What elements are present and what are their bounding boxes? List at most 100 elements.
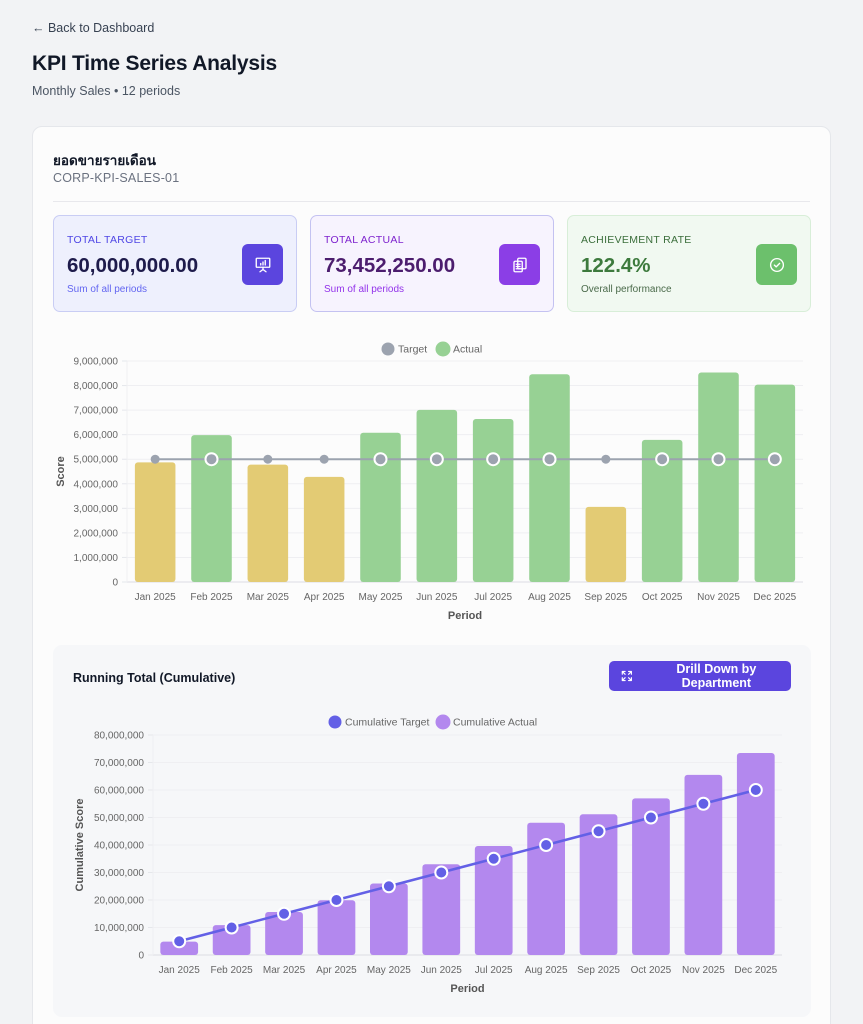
page-subtitle: Monthly Sales • 12 periods: [32, 84, 181, 98]
stat-hint: Overall performance: [581, 284, 672, 295]
x-tick-label: Oct 2025: [631, 965, 672, 976]
point-cumulative-target: [224, 920, 239, 935]
back-to-dashboard-link[interactable]: ← Back to Dashboard: [32, 21, 155, 35]
x-tick-label: Jun 2025: [421, 965, 463, 976]
x-tick-label: May 2025: [367, 965, 411, 976]
x-tick-label: Dec 2025: [734, 965, 777, 976]
bar-actual: [416, 409, 458, 582]
kpi-code: CORP-KPI-SALES-01: [53, 171, 180, 185]
cumulative-chart: 0 10,000,000 20,000,000 30,000,000 40,000,00…: [74, 714, 782, 995]
stat-value: 122.4%: [581, 254, 651, 277]
y-tick-label: 70,000,000: [94, 758, 144, 769]
x-tick-label: Sep 2025: [577, 965, 620, 976]
y-tick-label: 7,000,000: [74, 406, 119, 417]
point-cumulative-target: [277, 906, 292, 921]
bar-cumulative-actual: [527, 822, 565, 955]
x-tick-label: Dec 2025: [753, 592, 796, 603]
divider: [53, 201, 810, 202]
x-tick-label: Nov 2025: [697, 592, 740, 603]
stat-hint: Sum of all periods: [67, 284, 148, 295]
legend-label: Cumulative Actual: [453, 717, 537, 729]
x-tick-label: Feb 2025: [190, 592, 233, 603]
bar-cumulative-actual: [370, 883, 408, 955]
drill-down-button[interactable]: Drill Down by Department: [609, 661, 791, 691]
x-tick-label: Jul 2025: [475, 965, 513, 976]
legend-swatch: [381, 342, 395, 356]
x-axis-title: Period: [450, 983, 484, 995]
x-tick-label: Sep 2025: [584, 592, 627, 603]
y-tick-label: 0: [138, 951, 144, 962]
bar-cumulative-actual: [212, 925, 251, 955]
bar-cumulative-actual: [265, 912, 303, 955]
point-target: [601, 454, 611, 464]
point-target: [319, 454, 329, 464]
bar-cumulative-actual: [736, 753, 775, 955]
x-tick-label: Feb 2025: [210, 965, 253, 976]
bar-actual: [472, 418, 514, 582]
stat-value: 73,452,250.00: [324, 254, 456, 277]
stat-total-target: TOTAL TARGET 60,000,000.00 Sum of all pe…: [53, 215, 297, 312]
y-tick-label: 6,000,000: [74, 430, 119, 441]
point-cumulative-target: [591, 824, 606, 839]
bar-actual: [303, 476, 345, 582]
bar-actual: [529, 374, 570, 582]
stat-label: TOTAL TARGET: [67, 234, 148, 246]
bar-actual: [754, 384, 796, 582]
y-tick-label: 60,000,000: [94, 786, 144, 797]
x-tick-label: Mar 2025: [247, 592, 290, 603]
clipboard-list-icon: [499, 244, 540, 285]
y-tick-label: 9,000,000: [74, 357, 119, 368]
x-tick-label: Aug 2025: [525, 965, 568, 976]
cumulative-panel: 0 10,000,000 20,000,000 30,000,000 40,000,00…: [53, 645, 811, 1017]
point-target: [655, 452, 670, 467]
point-cumulative-target: [696, 796, 711, 811]
point-cumulative-target: [172, 934, 187, 949]
y-tick-label: 3,000,000: [74, 504, 119, 515]
x-tick-label: Jul 2025: [474, 592, 512, 603]
x-tick-label: Nov 2025: [682, 965, 725, 976]
point-cumulative-target: [434, 865, 449, 880]
point-cumulative-target: [748, 783, 763, 797]
y-tick-label: 2,000,000: [74, 528, 119, 539]
stat-value: 60,000,000.00: [67, 254, 199, 277]
check-circle-icon: [756, 244, 797, 285]
x-tick-label: Jan 2025: [159, 965, 201, 976]
y-tick-label: 30,000,000: [94, 868, 144, 879]
point-cumulative-target: [381, 879, 396, 894]
bar-actual: [191, 435, 232, 582]
drill-down-label: Drill Down by Department: [676, 662, 757, 690]
x-tick-label: May 2025: [359, 592, 403, 603]
stat-label: ACHIEVEMENT RATE: [581, 234, 692, 246]
legend-swatch: [435, 714, 451, 730]
line-cumulative-target: [178, 788, 757, 943]
x-tick-label: Aug 2025: [528, 592, 571, 603]
point-target: [542, 452, 557, 467]
x-tick-label: Oct 2025: [642, 592, 683, 603]
legend-label: Target: [398, 344, 427, 356]
legend-swatch: [328, 715, 342, 729]
cumulative-title: Running Total (Cumulative): [73, 671, 236, 685]
stat-label: TOTAL ACTUAL: [324, 234, 404, 246]
point-target: [150, 454, 160, 464]
point-target: [711, 452, 726, 467]
y-tick-label: 40,000,000: [94, 841, 144, 852]
x-tick-label: Mar 2025: [263, 965, 306, 976]
bar-actual: [585, 506, 627, 582]
bar-cumulative-actual: [579, 814, 618, 955]
point-cumulative-target: [329, 893, 344, 907]
presentation-chart-icon: [242, 244, 283, 285]
y-tick-label: 5,000,000: [74, 455, 119, 466]
x-tick-label: Apr 2025: [316, 965, 357, 976]
y-tick-label: 4,000,000: [74, 479, 119, 490]
stat-achievement-rate: ACHIEVEMENT RATE 122.4% Overall performa…: [567, 215, 811, 312]
kpi-card: ยอดขายรายเดือน CORP-KPI-SALES-01 TOTAL T…: [32, 126, 831, 1024]
point-target: [429, 452, 444, 467]
legend-swatch: [435, 341, 451, 357]
y-tick-label: 50,000,000: [94, 813, 144, 824]
bar-cumulative-actual: [422, 864, 461, 955]
y-tick-label: 80,000,000: [94, 731, 144, 742]
legend-label: Actual: [453, 344, 482, 356]
bar-actual: [641, 439, 683, 582]
legend-label: Cumulative Target: [345, 717, 430, 729]
point-cumulative-target: [486, 851, 501, 866]
